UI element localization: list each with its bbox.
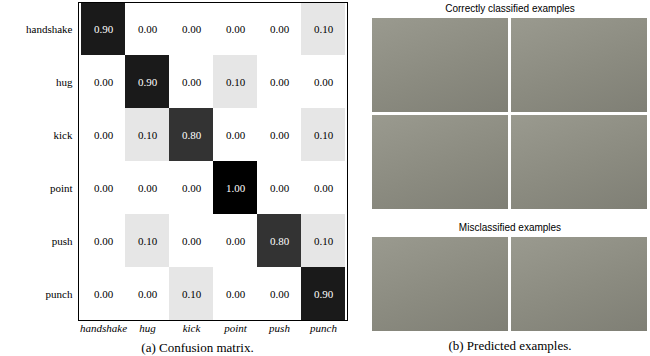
svg-text:0.10: 0.10: [182, 288, 202, 300]
svg-text:point: point: [223, 322, 248, 334]
html-text:Correctly classified examples: Correctly classified examples: [445, 3, 575, 14]
svg-text:0.00: 0.00: [182, 235, 202, 247]
svg-text:kick: kick: [54, 129, 73, 141]
svg-text:hug: hug: [139, 322, 156, 334]
svg-text:0.00: 0.00: [94, 76, 114, 88]
svg-text:0.00: 0.00: [138, 23, 158, 35]
svg-text:hug: hug: [56, 76, 73, 88]
svg-text:push: push: [52, 235, 73, 247]
svg-text:0.00: 0.00: [270, 76, 290, 88]
svg-text:0.10: 0.10: [314, 235, 334, 247]
svg-text:0.90: 0.90: [94, 23, 114, 35]
svg-text:0.90: 0.90: [314, 288, 334, 300]
html-text:(a) Confusion matrix.: (a) Confusion matrix.: [141, 340, 254, 355]
svg-text:0.10: 0.10: [138, 235, 158, 247]
svg-text:0.00: 0.00: [314, 182, 334, 194]
svg-text:0.00: 0.00: [94, 129, 114, 141]
svg-text:0.00: 0.00: [94, 288, 114, 300]
svg-text:0.00: 0.00: [226, 23, 246, 35]
svg-text:0.00: 0.00: [270, 129, 290, 141]
svg-text:kick: kick: [183, 322, 202, 334]
svg-text:0.00: 0.00: [270, 288, 290, 300]
svg-text:0.80: 0.80: [270, 235, 290, 247]
svg-text:0.00: 0.00: [138, 182, 158, 194]
svg-text:handshake: handshake: [26, 23, 73, 35]
svg-text:0.00: 0.00: [94, 182, 114, 194]
svg-text:0.00: 0.00: [270, 182, 290, 194]
html-text:Misclassified examples: Misclassified examples: [458, 222, 562, 233]
svg-text:punch: punch: [309, 322, 337, 334]
svg-text:0.10: 0.10: [314, 129, 334, 141]
svg-text:0.10: 0.10: [138, 129, 158, 141]
svg-text:punch: punch: [46, 288, 73, 300]
svg-text:0.00: 0.00: [226, 235, 246, 247]
svg-text:handshake: handshake: [80, 322, 127, 334]
svg-text:0.00: 0.00: [94, 235, 114, 247]
svg-text:1.00: 1.00: [226, 182, 246, 194]
svg-text:0.00: 0.00: [226, 288, 246, 300]
svg-text:push: push: [268, 322, 290, 334]
html-text:(b) Predicted examples.: (b) Predicted examples.: [448, 338, 572, 353]
svg-text:0.00: 0.00: [226, 129, 246, 141]
svg-text:0.80: 0.80: [182, 129, 202, 141]
svg-text:0.10: 0.10: [226, 76, 246, 88]
svg-text:0.00: 0.00: [182, 182, 202, 194]
svg-text:0.10: 0.10: [314, 23, 334, 35]
svg-text:0.00: 0.00: [270, 23, 290, 35]
svg-text:0.00: 0.00: [138, 288, 158, 300]
svg-text:0.00: 0.00: [314, 76, 334, 88]
svg-text:0.90: 0.90: [138, 76, 158, 88]
svg-text:0.00: 0.00: [182, 76, 202, 88]
svg-text:point: point: [50, 182, 73, 194]
svg-text:0.00: 0.00: [182, 23, 202, 35]
